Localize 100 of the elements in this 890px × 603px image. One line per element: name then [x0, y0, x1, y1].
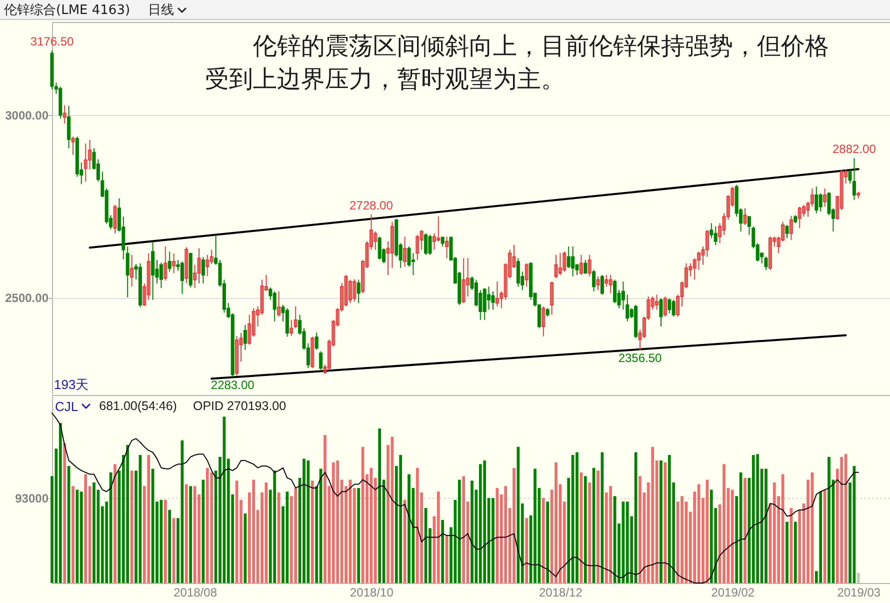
- bar: [856, 572, 860, 583]
- candlestick: [319, 350, 323, 370]
- candlestick: [562, 251, 566, 272]
- candlestick: [642, 316, 646, 339]
- bar: [63, 443, 66, 583]
- candlestick: [613, 279, 617, 304]
- candlestick: [852, 158, 856, 200]
- candlestick: [710, 222, 714, 239]
- candlestick: [235, 335, 239, 376]
- bar: [168, 510, 172, 583]
- bar: [114, 464, 116, 583]
- bar: [638, 476, 642, 583]
- candlestick: [260, 279, 264, 316]
- candlestick: [285, 308, 289, 338]
- candlestick: [440, 236, 444, 248]
- x-tick-label: 2018/12: [539, 586, 583, 600]
- candlestick: [524, 262, 528, 288]
- bar: [819, 492, 822, 583]
- bar: [357, 488, 360, 583]
- bar: [534, 468, 536, 583]
- candlestick: [277, 290, 281, 318]
- candlestick: [663, 296, 667, 318]
- candlestick: [416, 234, 420, 261]
- bar: [752, 455, 755, 583]
- candlestick: [659, 298, 663, 327]
- candlestick: [290, 319, 294, 336]
- bar: [680, 496, 684, 583]
- candlestick: [344, 274, 348, 307]
- candlestick: [386, 240, 390, 276]
- candlestick: [130, 254, 134, 288]
- candlestick: [836, 196, 840, 220]
- candlestick: [588, 254, 592, 277]
- candlestick: [252, 308, 256, 338]
- candlestick: [206, 254, 210, 277]
- bar: [206, 468, 209, 583]
- candlestick: [151, 241, 155, 300]
- annotation: CJL: [55, 398, 78, 414]
- candlestick: [604, 274, 608, 288]
- candlestick: [592, 269, 596, 292]
- candlestick: [542, 306, 546, 337]
- candlestick: [428, 234, 432, 256]
- bar: [512, 468, 516, 583]
- candlestick: [193, 264, 197, 289]
- annotation: 193天: [54, 377, 89, 392]
- bar: [492, 498, 494, 583]
- candlestick: [798, 206, 802, 229]
- bar: [324, 434, 326, 583]
- candlestick: [390, 221, 394, 269]
- candlestick: [197, 248, 201, 284]
- bar: [542, 498, 545, 583]
- candlestick: [403, 236, 407, 268]
- candlestick: [365, 240, 369, 269]
- bar: [626, 502, 629, 583]
- candlestick: [558, 252, 562, 276]
- bar: [408, 474, 410, 583]
- candlestick: [684, 262, 688, 289]
- candlestick: [264, 274, 268, 292]
- candlestick: [369, 214, 373, 250]
- bar: [378, 428, 382, 583]
- bar: [441, 520, 444, 583]
- candlestick: [84, 143, 88, 182]
- bar: [546, 502, 550, 583]
- candlestick: [714, 226, 718, 246]
- candlestick: [776, 236, 780, 254]
- candlestick: [672, 299, 676, 318]
- candlestick: [802, 204, 806, 218]
- bar: [588, 482, 592, 583]
- candlestick: [638, 329, 642, 351]
- y-tick-label: 93000: [15, 492, 49, 506]
- candlestick: [768, 236, 772, 270]
- candlestick: [432, 232, 436, 250]
- bar: [786, 522, 788, 583]
- candlestick: [516, 258, 520, 288]
- candlestick: [348, 279, 352, 304]
- bar: [764, 468, 768, 583]
- bar: [772, 482, 776, 583]
- bar: [660, 460, 662, 583]
- candlestick: [327, 339, 331, 370]
- candlestick: [201, 256, 205, 284]
- annotation: 伦锌的震荡区间倾斜向上，目前伦锌保持强势，但价格受到上边界压力，暂时观望为主。: [205, 33, 830, 95]
- bar: [525, 518, 528, 583]
- annotation: 2882.00: [832, 142, 876, 156]
- bar: [294, 488, 298, 583]
- candlestick: [445, 236, 449, 259]
- bar: [794, 522, 797, 583]
- candlestick: [596, 276, 600, 290]
- candlestick: [62, 104, 66, 124]
- y-tick-label: 2500.00: [5, 291, 49, 306]
- candlestick: [142, 282, 146, 307]
- candlestick: [701, 246, 705, 266]
- candlestick: [579, 254, 583, 276]
- bar: [478, 464, 482, 583]
- candlestick: [650, 296, 654, 310]
- annotation: 2728.00: [350, 198, 394, 212]
- bar: [710, 490, 713, 583]
- candlestick: [314, 332, 318, 350]
- annotation: 681.00(54:46): [99, 399, 177, 413]
- bar: [554, 462, 558, 583]
- bar: [126, 444, 130, 583]
- bar: [80, 492, 83, 583]
